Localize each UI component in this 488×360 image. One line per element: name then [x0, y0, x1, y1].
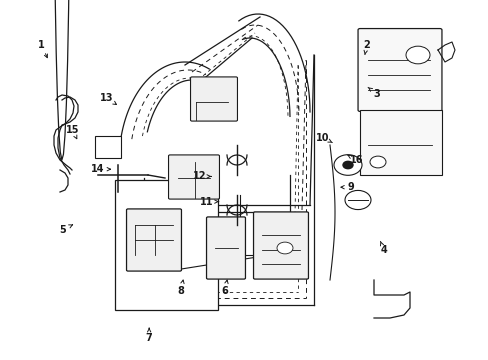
FancyBboxPatch shape [357, 28, 441, 112]
Text: 8: 8 [177, 285, 184, 296]
Bar [95, 136, 121, 158]
Circle shape [345, 190, 370, 210]
Text: 11: 11 [200, 197, 213, 207]
Circle shape [276, 242, 292, 254]
FancyBboxPatch shape [190, 77, 237, 121]
Circle shape [405, 46, 429, 64]
Text: 15: 15 [65, 125, 79, 135]
FancyBboxPatch shape [253, 212, 308, 279]
Text: 12: 12 [192, 171, 206, 181]
FancyBboxPatch shape [168, 155, 219, 199]
Text: 5: 5 [59, 225, 66, 235]
Text: 16: 16 [349, 155, 363, 165]
Text: 14: 14 [91, 164, 104, 174]
FancyBboxPatch shape [126, 209, 181, 271]
Text: 1: 1 [38, 40, 45, 50]
Text: 7: 7 [145, 333, 152, 343]
Bar [115, 180, 218, 310]
Circle shape [369, 156, 385, 168]
Text: 13: 13 [100, 93, 113, 103]
Text: 2: 2 [363, 40, 369, 50]
Circle shape [342, 161, 352, 169]
Circle shape [333, 155, 361, 175]
Text: 6: 6 [221, 285, 228, 296]
Text: 4: 4 [380, 245, 386, 255]
FancyBboxPatch shape [206, 217, 245, 279]
Text: 10: 10 [315, 132, 329, 143]
Text: 9: 9 [347, 182, 354, 192]
Bar [359, 110, 441, 175]
Text: 3: 3 [372, 89, 379, 99]
